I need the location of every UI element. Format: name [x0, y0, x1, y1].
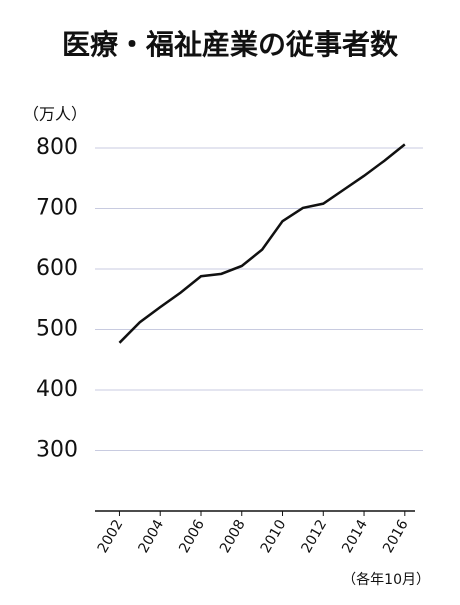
note: （各年10月） [342, 572, 430, 588]
y-tick-label: 400 [36, 377, 78, 402]
x-tick-label: 2010 [258, 517, 290, 556]
y-axis-label: （万人） [23, 105, 87, 124]
y-tick-label: 700 [36, 196, 78, 221]
chart-title: 医療・福祉産業の従事者数 [62, 28, 399, 61]
x-tick-label: 2012 [299, 517, 331, 556]
y-tick-label: 800 [36, 135, 78, 160]
x-tick-label: 2016 [380, 517, 412, 556]
y-tick-label: 300 [36, 438, 78, 463]
y-tick-label: 500 [36, 317, 78, 342]
x-tick-label: 2002 [95, 517, 127, 556]
x-tick-label: 2014 [339, 517, 371, 556]
x-tick-label: 2004 [135, 517, 167, 556]
data-line [118, 143, 406, 344]
y-tick-label: 600 [36, 256, 78, 281]
x-tick-label: 2006 [176, 517, 208, 556]
x-tick-label: 2008 [217, 517, 249, 556]
